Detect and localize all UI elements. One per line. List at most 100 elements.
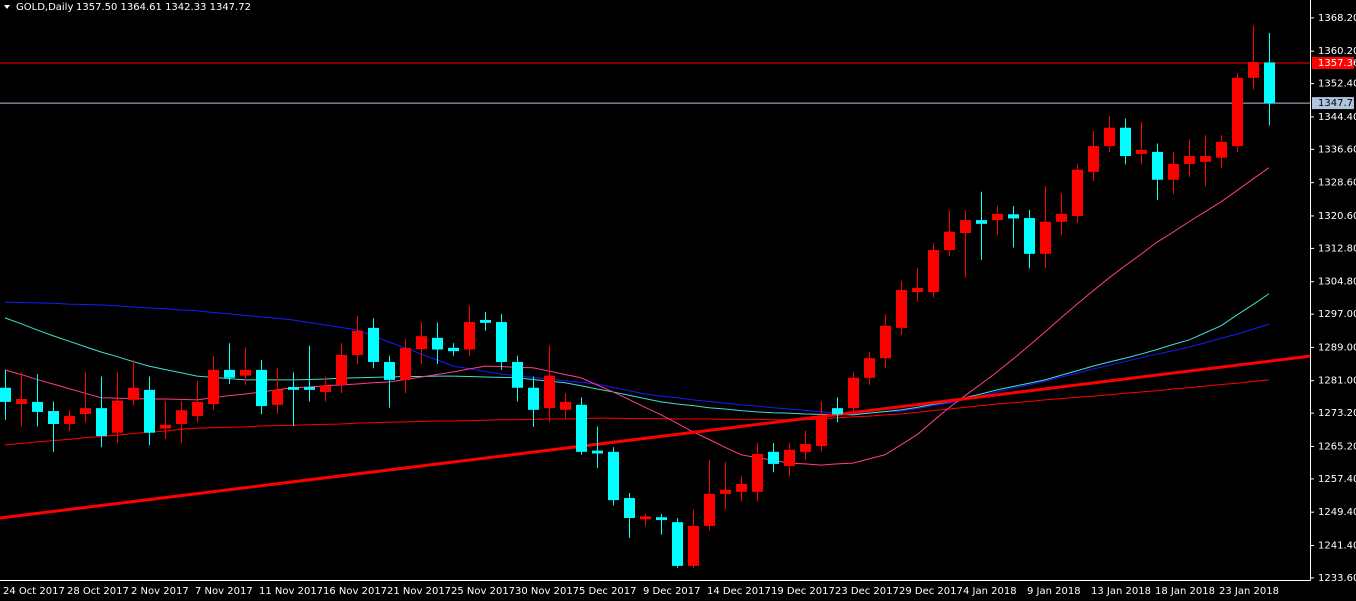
ohlc-info: 1357.50 1364.61 1342.33 1347.72 xyxy=(76,2,251,13)
candle-body xyxy=(288,386,299,390)
candle-body xyxy=(784,449,795,466)
price-box xyxy=(1312,97,1354,110)
candle-body xyxy=(352,330,363,355)
candle-body xyxy=(112,400,123,433)
candle-body xyxy=(416,336,427,350)
y-tick-label: 1312.80 xyxy=(1318,243,1356,254)
candle-body xyxy=(928,250,939,293)
candle-body xyxy=(224,369,235,378)
candle-body xyxy=(1184,156,1195,164)
moving-average xyxy=(4,301,1270,415)
candle-body xyxy=(320,385,331,392)
candle-body xyxy=(1216,141,1227,158)
chart-title: GOLD,Daily xyxy=(16,2,73,13)
x-tick-label: 24 Oct 2017 xyxy=(3,586,65,597)
y-tick-label: 1265.20 xyxy=(1318,441,1356,452)
candle-body xyxy=(832,408,843,415)
candle-body xyxy=(624,498,635,519)
candle-body xyxy=(528,387,539,410)
y-tick-label: 1273.20 xyxy=(1318,408,1356,419)
y-tick-label: 1352.40 xyxy=(1318,79,1356,90)
x-tick-label: 23 Jan 2018 xyxy=(1219,586,1279,597)
candle-body xyxy=(128,387,139,400)
candle-body xyxy=(1120,127,1131,157)
y-tick-label: 1297.00 xyxy=(1318,309,1356,320)
candle-body xyxy=(848,377,859,409)
candle-body xyxy=(1168,163,1179,180)
trendline xyxy=(0,354,1311,520)
candle-body xyxy=(480,319,491,323)
y-tick-label: 1304.80 xyxy=(1318,277,1356,288)
y-tick-label: 1344.40 xyxy=(1318,112,1356,123)
candle-body xyxy=(672,522,683,566)
candle-body xyxy=(1248,61,1259,78)
candle-body xyxy=(768,451,779,464)
candle-body xyxy=(800,443,811,452)
y-tick-label: 1368.20 xyxy=(1318,13,1356,24)
candle-body xyxy=(912,287,923,293)
x-tick-label: 23 Dec 2017 xyxy=(835,586,899,597)
candle-body xyxy=(1088,146,1099,172)
candle-body xyxy=(1008,214,1019,219)
candle-body xyxy=(1040,221,1051,254)
x-tick-label: 9 Dec 2017 xyxy=(643,586,701,597)
candle-body xyxy=(864,358,875,378)
y-tick-label: 1289.00 xyxy=(1318,342,1356,353)
price-box-label: 1357.36 xyxy=(1318,58,1356,69)
x-tick-label: 19 Dec 2017 xyxy=(771,586,835,597)
x-tick-label: 29 Dec 2017 xyxy=(899,586,963,597)
x-tick-label: 16 Nov 2017 xyxy=(323,586,387,597)
candle-body xyxy=(1024,218,1035,254)
plot xyxy=(0,25,1311,568)
candle-body xyxy=(720,489,731,494)
y-tick-label: 1249.40 xyxy=(1318,507,1356,518)
candle-body xyxy=(368,327,379,362)
candle-body xyxy=(176,410,187,424)
x-tick-label: 9 Jan 2018 xyxy=(1027,586,1081,597)
y-tick-label: 1257.40 xyxy=(1318,474,1356,485)
candle-body xyxy=(496,322,507,362)
candle-body xyxy=(560,401,571,410)
candle-body xyxy=(656,517,667,521)
x-tick-label: 18 Jan 2018 xyxy=(1155,586,1215,597)
candle-body xyxy=(608,451,619,501)
candle-body xyxy=(160,424,171,429)
y-tick-label: 1320.60 xyxy=(1318,211,1356,222)
candle-body xyxy=(544,375,555,409)
x-tick-label: 5 Dec 2017 xyxy=(579,586,637,597)
candle-body xyxy=(688,525,699,566)
y-tick-label: 1328.60 xyxy=(1318,178,1356,189)
candle-body xyxy=(80,408,91,414)
candle-body xyxy=(32,401,43,412)
candle-body xyxy=(960,220,971,233)
x-tick-label: 28 Oct 2017 xyxy=(67,586,129,597)
candle-body xyxy=(1072,169,1083,216)
candle-body xyxy=(1104,127,1115,147)
moving-average xyxy=(4,379,1270,446)
x-tick-label: 11 Nov 2017 xyxy=(259,586,323,597)
y-tick-label: 1360.20 xyxy=(1318,46,1356,57)
x-tick-label: 7 Nov 2017 xyxy=(195,586,253,597)
y-tick-label: 1241.40 xyxy=(1318,540,1356,551)
candle-body xyxy=(1264,62,1275,104)
candle-body xyxy=(992,213,1003,221)
x-tick-label: 13 Jan 2018 xyxy=(1091,586,1151,597)
candle-body xyxy=(976,220,987,224)
candle-body xyxy=(272,389,283,405)
y-tick-label: 1233.60 xyxy=(1318,573,1356,584)
candle-body xyxy=(16,399,27,405)
candle-body xyxy=(96,408,107,437)
menu-arrow[interactable] xyxy=(4,5,10,9)
x-tick-label: 4 Jan 2018 xyxy=(963,586,1017,597)
candle-body xyxy=(192,401,203,417)
candle-body xyxy=(736,483,747,492)
candle-body xyxy=(1232,77,1243,147)
candle-body xyxy=(896,290,907,328)
candle-body xyxy=(336,354,347,385)
x-tick-label: 14 Dec 2017 xyxy=(707,586,771,597)
candle-body xyxy=(944,231,955,251)
x-tick-label: 21 Nov 2017 xyxy=(387,586,451,597)
candle-body xyxy=(752,453,763,492)
candle-body xyxy=(432,337,443,350)
